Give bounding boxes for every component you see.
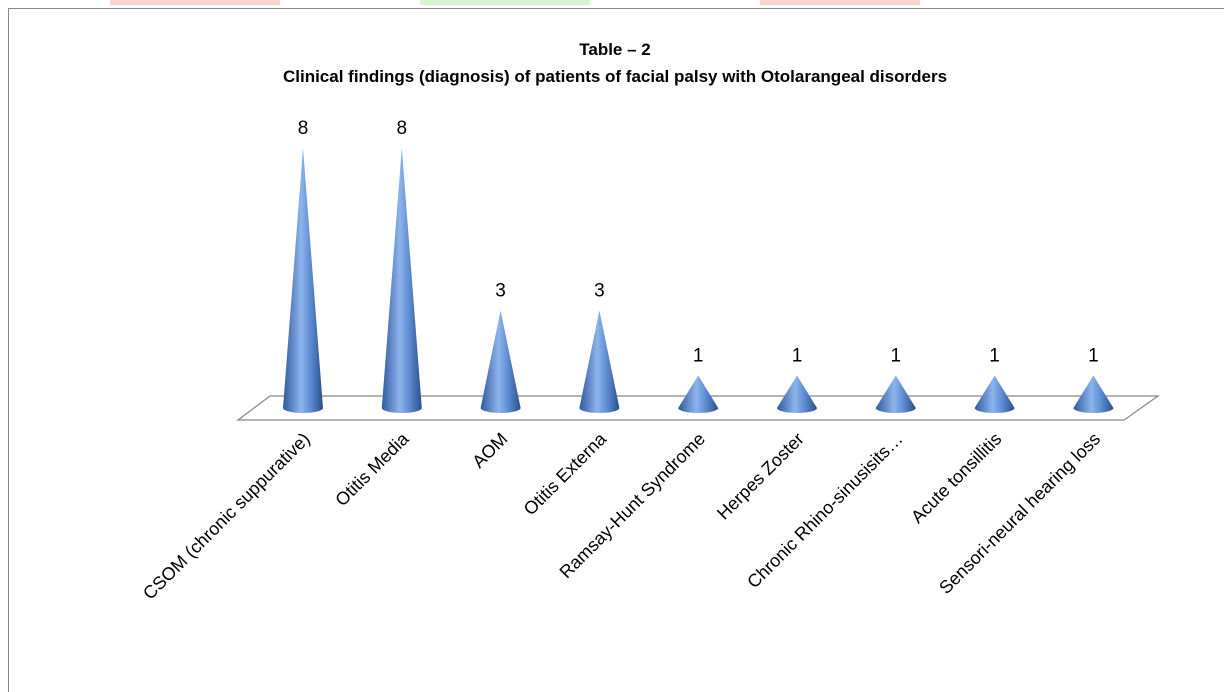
cone xyxy=(678,375,719,413)
cone xyxy=(283,148,323,413)
value-label: 1 xyxy=(693,346,704,367)
decor xyxy=(760,0,920,5)
cone xyxy=(579,310,620,413)
value-label: 3 xyxy=(594,281,605,302)
value-label: 8 xyxy=(298,118,309,139)
cone xyxy=(1073,375,1114,413)
value-label: 1 xyxy=(989,346,1000,367)
value-label: 8 xyxy=(397,118,408,139)
value-label: 1 xyxy=(891,346,902,367)
decor xyxy=(420,0,590,5)
cone xyxy=(381,148,422,413)
value-label: 1 xyxy=(1088,346,1099,367)
decor xyxy=(110,0,280,5)
chart-subtitle: Clinical findings (diagnosis) of patient… xyxy=(283,67,947,86)
chart-title: Table – 2 xyxy=(579,40,651,59)
value-label: 1 xyxy=(792,346,803,367)
value-label: 3 xyxy=(495,281,506,302)
cone xyxy=(480,310,521,413)
cone xyxy=(875,375,916,413)
cone xyxy=(974,375,1015,413)
cone xyxy=(777,375,817,413)
chart-border xyxy=(8,8,1224,692)
